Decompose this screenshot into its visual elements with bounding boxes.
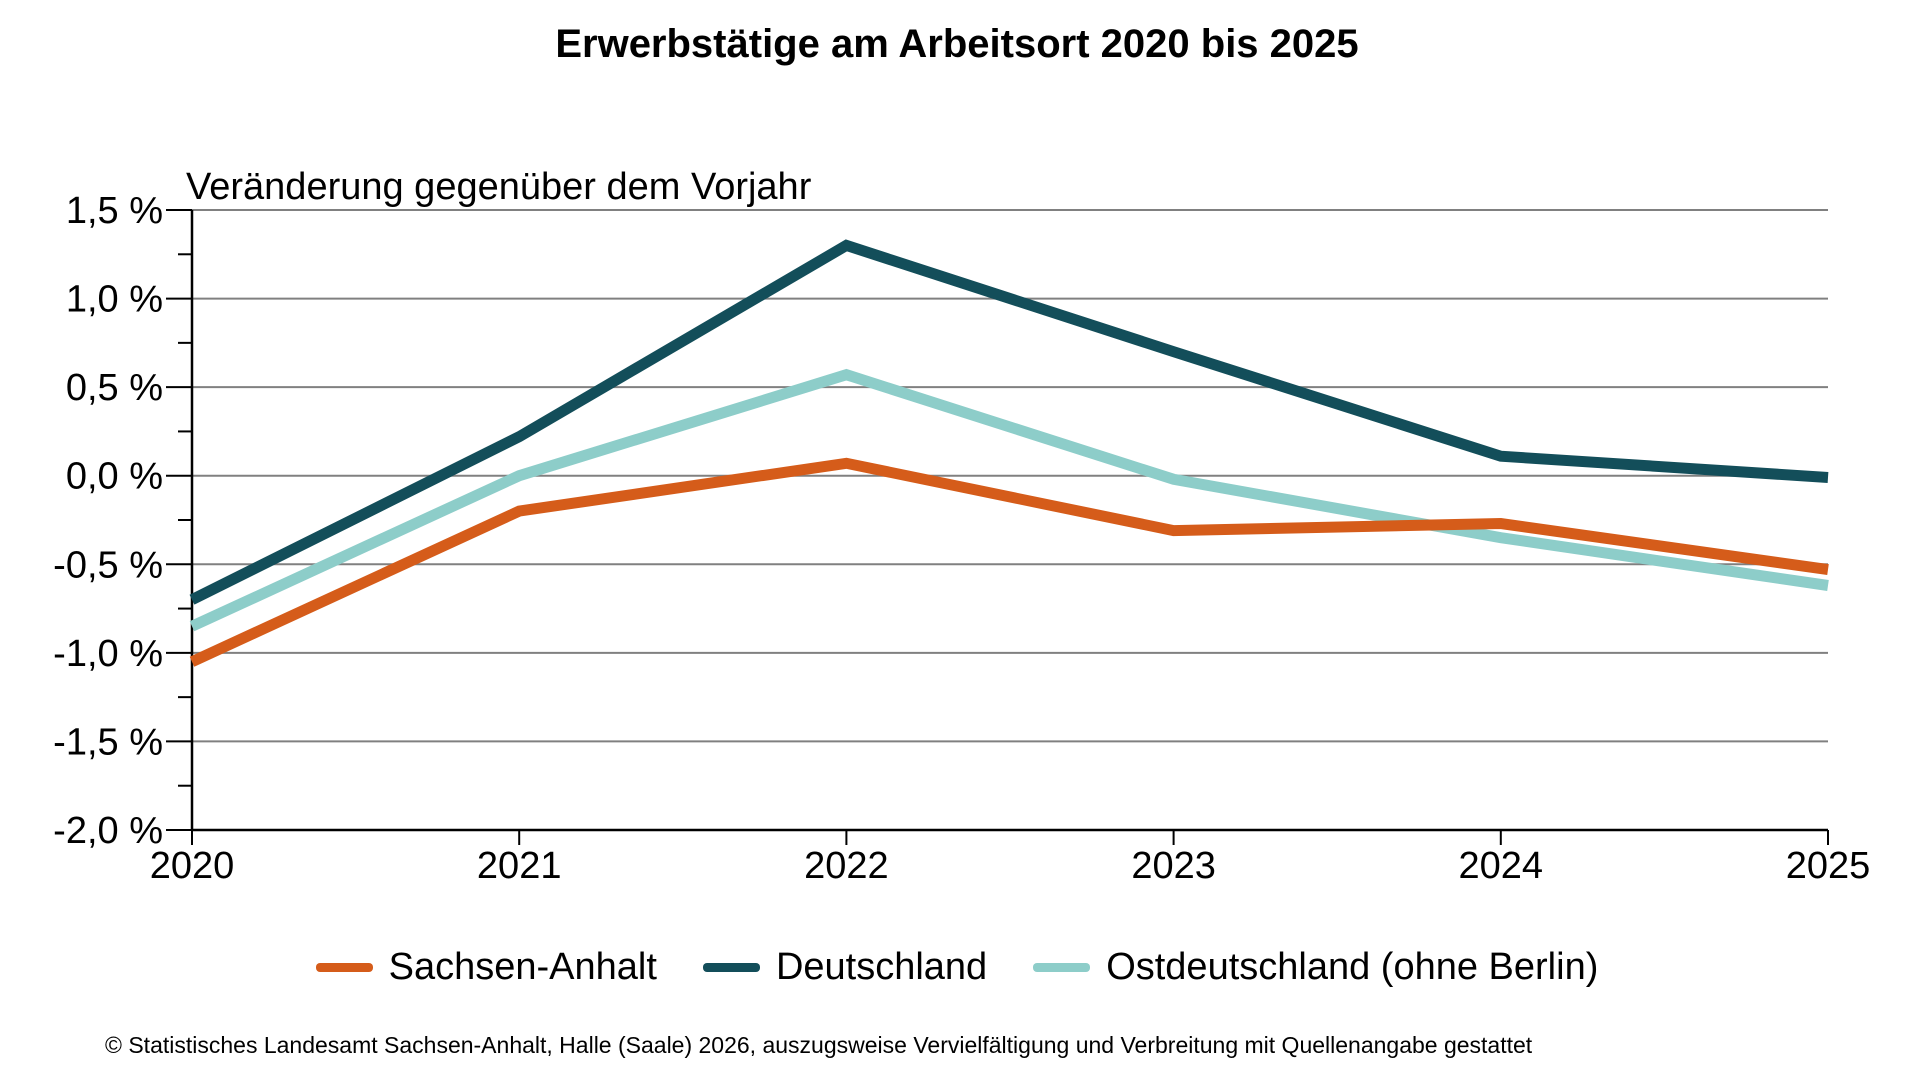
legend-swatch bbox=[702, 963, 760, 972]
y-tick-label: 1,0 % bbox=[66, 279, 163, 321]
x-tick-label: 2020 bbox=[150, 845, 235, 887]
series-line-sachsen-anhalt bbox=[189, 457, 1829, 667]
legend-item-ostdeutschland-ohne-berlin-: Ostdeutschland (ohne Berlin) bbox=[1033, 946, 1598, 989]
legend-label: Ostdeutschland (ohne Berlin) bbox=[1106, 946, 1599, 988]
legend-swatch bbox=[315, 963, 373, 972]
copyright-note: © Statistisches Landesamt Sachsen-Anhalt… bbox=[105, 1032, 1533, 1058]
x-tick-label: 2024 bbox=[1459, 845, 1544, 887]
legend-label: Sachsen-Anhalt bbox=[388, 946, 657, 988]
series-line-ostdeutschland-ohne-berlin- bbox=[189, 368, 1829, 632]
y-tick-label: -1,5 % bbox=[53, 721, 163, 763]
y-tick-label: 0,5 % bbox=[66, 367, 163, 409]
y-tick-label: 1,5 % bbox=[66, 190, 163, 232]
legend-label: Deutschland bbox=[775, 946, 988, 988]
y-tick-label: 0,0 % bbox=[66, 456, 163, 498]
x-tick-label: 2025 bbox=[1786, 845, 1871, 887]
y-tick-label: -0,5 % bbox=[53, 544, 163, 586]
y-tick-label: -2,0 % bbox=[53, 810, 163, 852]
x-tick-label: 2021 bbox=[477, 845, 562, 887]
y-axis-subtitle: Veränderung gegenüber dem Vorjahr bbox=[186, 166, 812, 208]
x-tick-label: 2022 bbox=[804, 845, 889, 887]
y-tick-label: -1,0 % bbox=[53, 633, 163, 675]
series-line-deutschland bbox=[189, 239, 1829, 605]
chart-title: Erwerbstätige am Arbeitsort 2020 bis 202… bbox=[555, 22, 1359, 66]
x-tick-label: 2023 bbox=[1131, 845, 1216, 887]
legend-item-deutschland: Deutschland bbox=[702, 946, 988, 989]
legend-item-sachsen-anhalt: Sachsen-Anhalt bbox=[315, 946, 657, 989]
legend-swatch bbox=[1033, 963, 1091, 972]
legend: Sachsen-Anhalt Deutschland Ostdeutschland … bbox=[0, 946, 1914, 989]
